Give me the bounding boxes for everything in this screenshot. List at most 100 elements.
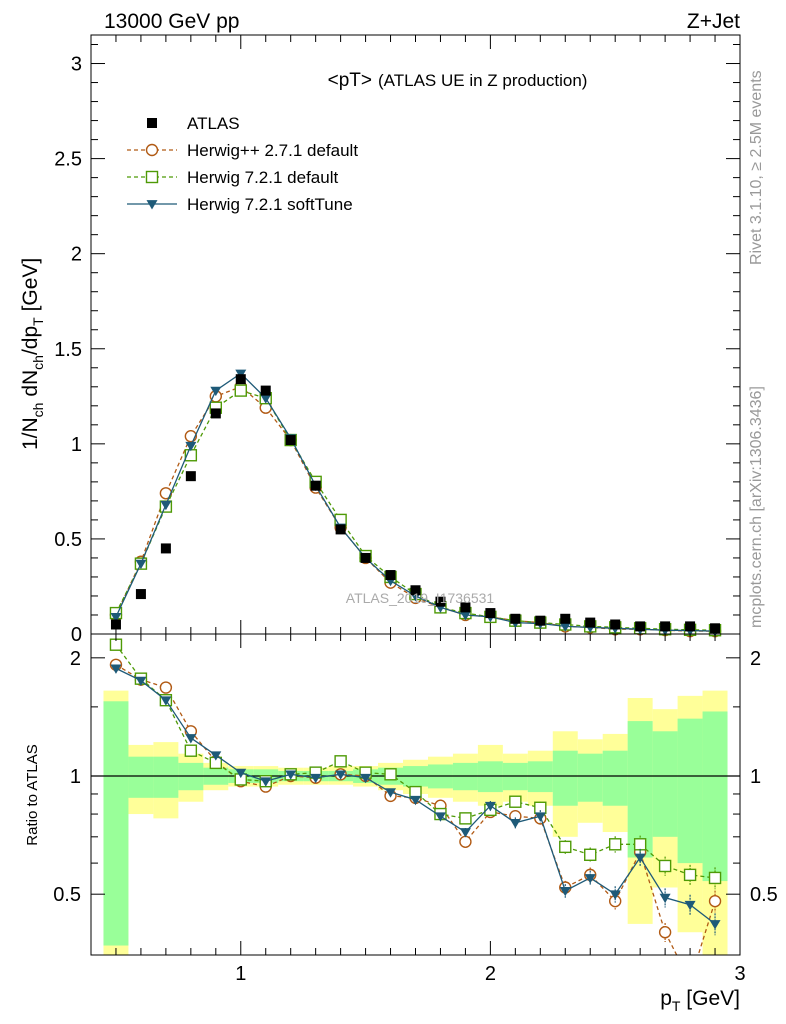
- ratio-data-point: [110, 664, 122, 674]
- main-y-tick-label: 2: [71, 244, 82, 266]
- ratio-data-point: [509, 795, 522, 808]
- legend-entry: ATLAS: [147, 114, 240, 133]
- main-data-point: [385, 570, 396, 581]
- main-data-point: [235, 374, 246, 385]
- legend-label: Herwig++ 2.7.1 default: [187, 141, 358, 160]
- ratio-band-inner: [577, 753, 603, 802]
- ratio-data-point: [534, 812, 546, 822]
- main-data-point: [210, 386, 222, 397]
- mcplots-label: mcplots.cern.ch [arXiv:1306.3436]: [748, 386, 765, 628]
- ratio-data-point: [459, 828, 471, 838]
- ratio-data-point: [335, 770, 347, 780]
- legend-marker: [145, 143, 159, 157]
- ratio-data-point: [434, 812, 446, 822]
- main-data-point: [210, 408, 221, 419]
- ratio-data-point: [634, 853, 646, 864]
- x-tick-label: 3: [734, 963, 745, 985]
- legend-marker: [145, 170, 159, 184]
- ratio-data-point: [659, 893, 671, 904]
- ratio-data-point: [384, 768, 397, 781]
- main-y-tick-label: 1: [71, 434, 82, 456]
- x-tick-label: 1: [235, 963, 246, 985]
- main-data-point: [160, 543, 171, 554]
- process-label: Z+Jet: [687, 10, 740, 33]
- main-data-point: [410, 585, 421, 596]
- legend-marker: [146, 200, 158, 210]
- ratio-data-point: [135, 676, 147, 687]
- main-y-axis-label: 1/Nch dNch/dpT [GeV]: [19, 258, 46, 450]
- ratio-band-inner: [602, 750, 628, 806]
- ratio-y-tick-label-left: 2: [70, 648, 81, 670]
- legend-label: Herwig 7.2.1 softTune: [187, 195, 353, 214]
- analysis-watermark: ATLAS_2019_I1736531: [346, 590, 495, 606]
- main-data-point: [660, 621, 671, 632]
- main-data-point: [185, 471, 196, 482]
- legend-label: Herwig 7.2.1 default: [187, 168, 338, 187]
- ratio-data-point: [509, 818, 521, 829]
- ratio-data-point: [584, 848, 597, 861]
- ratio-band-inner: [627, 721, 653, 858]
- legend-entry: Herwig 7.2.1 default: [127, 168, 338, 187]
- main-y-tick-label: 1.5: [54, 339, 82, 361]
- main-data-point: [310, 480, 321, 491]
- main-data-point: [160, 500, 172, 511]
- ratio-data-point: [633, 838, 647, 851]
- ratio-band-inner: [103, 701, 129, 946]
- main-data-point: [635, 621, 646, 632]
- ratio-data-point: [235, 768, 247, 779]
- ratio-uncertainty-bands: [103, 690, 728, 955]
- ratio-data-point: [658, 926, 672, 939]
- main-data-point: [685, 621, 696, 632]
- ratio-y-tick-label-right: 1: [750, 766, 761, 788]
- main-y-tick-label: 3: [71, 54, 82, 76]
- plot-title-main: <pT>: [328, 70, 372, 91]
- ratio-band-inner: [652, 731, 678, 837]
- ratio-data-point: [559, 840, 572, 854]
- main-y-tick-label: 2.5: [54, 149, 82, 171]
- ratio-band-inner: [128, 756, 154, 798]
- ratio-data-point: [410, 795, 421, 806]
- legend-entry: Herwig++ 2.7.1 default: [127, 141, 358, 160]
- plot-title-sub: (ATLAS UE in Z production): [378, 71, 587, 90]
- ratio-data-point: [210, 751, 222, 761]
- ratio-data-point: [584, 874, 596, 884]
- ratio-data-point: [459, 835, 472, 848]
- main-data-point: [260, 385, 271, 396]
- main-data-point: [560, 613, 571, 624]
- ratio-band-inner: [552, 750, 578, 806]
- main-data-point: [460, 602, 471, 613]
- legend-marker: [147, 118, 157, 128]
- ratio-series: [109, 638, 722, 955]
- ratio-data-point: [559, 886, 571, 897]
- energy-label: 13000 GeV pp: [104, 10, 239, 33]
- main-data-point: [110, 619, 121, 630]
- x-tick-label: 2: [485, 963, 496, 985]
- ratio-data-point: [683, 868, 697, 882]
- ratio-panel: 0.5 0.5 1 1 2 2 1 2 3 Ratio to ATLAS pT [GeV]: [24, 633, 778, 1014]
- main-data-point: [585, 617, 596, 628]
- main-data-point: [435, 596, 446, 607]
- main-data-point: [360, 552, 371, 563]
- ratio-data-point: [160, 696, 172, 706]
- ratio-y-tick-label-left: 0.5: [53, 884, 81, 906]
- main-data-point: [510, 613, 521, 624]
- ratio-data-point: [360, 773, 372, 784]
- ratio-data-point: [608, 838, 622, 851]
- main-y-tick-label: 0.5: [54, 529, 82, 551]
- ratio-data-point: [609, 890, 621, 900]
- ratio-data-point: [334, 755, 347, 768]
- ratio-data-point: [385, 788, 397, 798]
- main-data-point: [135, 589, 146, 600]
- ratio-data-point: [708, 894, 722, 908]
- ratio-data-point: [708, 871, 722, 885]
- ratio-y-axis-label: Ratio to ATLAS: [24, 744, 41, 845]
- ratio-data-point: [184, 744, 198, 757]
- main-axis-ticks: 0 0.5 1 1.5 2 2.5 3: [54, 35, 741, 646]
- main-data-point: [485, 608, 496, 619]
- x-axis-label: pT [GeV]: [660, 987, 740, 1014]
- rivet-version-label: Rivet 3.1.10, ≥ 2.5M events: [748, 70, 765, 265]
- ratio-data-point: [285, 770, 297, 780]
- ratio-y-tick-label-left: 1: [70, 766, 81, 788]
- ratio-band-inner: [477, 761, 503, 793]
